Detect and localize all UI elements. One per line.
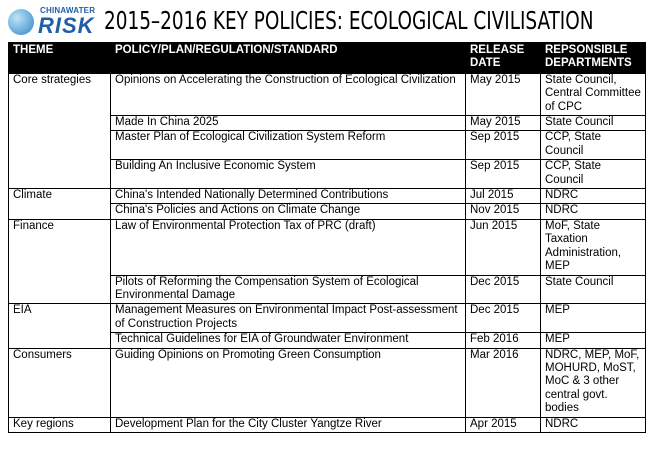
- date-cell: Sep 2015: [465, 159, 541, 190]
- table-row: Made In China 2025 May 2015 State Council: [9, 115, 646, 132]
- departments-cell: CCP, State Council: [540, 130, 646, 161]
- table-row: China's Policies and Actions on Climate …: [9, 203, 646, 220]
- policy-cell: Law of Environmental Protection Tax of P…: [110, 218, 466, 276]
- table-row: Key regions Development Plan for the City…: [8, 416, 646, 433]
- departments-cell: CCP, State Council: [540, 159, 646, 190]
- table-row: Finance Law of Environmental Protection T…: [8, 218, 646, 305]
- logo: CHINAWATER RISK: [6, 4, 102, 40]
- date-cell: Apr 2015: [465, 416, 541, 433]
- policy-table: THEME POLICY/PLAN/REGULATION/STANDARD RELE…: [8, 42, 646, 433]
- policy-cell: Technical Guidelines for EIA of Groundwa…: [110, 332, 466, 349]
- column-header: POLICY/PLAN/REGULATION/STANDARD: [110, 42, 466, 74]
- table-row: Core strategies Opinions on Accelerating …: [8, 72, 646, 190]
- theme-cell: EIA: [8, 303, 111, 349]
- policy-cell: Building An Inclusive Economic System: [110, 159, 466, 190]
- departments-cell: State Council, Central Committee of CPC: [540, 72, 646, 117]
- table-row: Technical Guidelines for EIA of Groundwa…: [9, 332, 646, 349]
- departments-cell: NDRC: [540, 416, 646, 433]
- table-row: EIA Management Measures on Environmental …: [8, 303, 646, 349]
- policy-cell: Pilots of Reforming the Compensation Sys…: [110, 274, 466, 305]
- date-cell: Jul 2015: [465, 188, 541, 205]
- policy-cell: China's Intended Nationally Determined C…: [110, 188, 466, 205]
- departments-cell: MEP: [540, 332, 646, 349]
- departments-cell: State Council: [540, 274, 646, 305]
- date-cell: May 2015: [465, 72, 541, 117]
- departments-cell: MEP: [540, 303, 646, 334]
- column-header: RELEASE DATE: [465, 42, 541, 74]
- departments-cell: NDRC: [540, 203, 646, 220]
- page-title: 2015–2016 KEY POLICIES: ECOLOGICAL CIVIL…: [104, 6, 594, 35]
- departments-cell: MoF, State Taxation Administration, MEP: [540, 218, 646, 276]
- date-cell: Jun 2015: [465, 218, 541, 276]
- date-cell: Mar 2016: [465, 347, 541, 418]
- table-row: Consumers Guiding Opinions on Promoting G…: [8, 347, 646, 418]
- logo-top: CHINAWATER: [40, 6, 96, 15]
- table-row: Climate China's Intended Nationally Deter…: [8, 188, 646, 220]
- column-header: REPSONSIBLE DEPARTMENTS: [540, 42, 646, 74]
- theme-cell: Consumers: [8, 347, 111, 418]
- theme-cell: Finance: [8, 218, 111, 305]
- departments-cell: NDRC: [540, 188, 646, 205]
- policy-cell: Guiding Opinions on Promoting Green Cons…: [110, 347, 466, 418]
- table-body: Core strategies Opinions on Accelerating …: [8, 72, 646, 433]
- date-cell: Sep 2015: [465, 130, 541, 161]
- policy-cell: Development Plan for the City Cluster Ya…: [110, 416, 466, 433]
- date-cell: May 2015: [465, 115, 541, 132]
- departments-cell: State Council: [540, 115, 646, 132]
- theme-cell: Core strategies: [8, 72, 111, 190]
- date-cell: Dec 2015: [465, 274, 541, 305]
- date-cell: Dec 2015: [465, 303, 541, 334]
- date-cell: Nov 2015: [465, 203, 541, 220]
- policy-cell: Made In China 2025: [110, 115, 466, 132]
- policy-cell: Management Measures on Environmental Imp…: [110, 303, 466, 334]
- policy-cell: China's Policies and Actions on Climate …: [110, 203, 466, 220]
- table-row: Master Plan of Ecological Civilization S…: [9, 130, 646, 161]
- departments-cell: NDRC, MEP, MoF, MOHURD, MoST, MoC & 3 ot…: [540, 347, 646, 418]
- policy-cell: Master Plan of Ecological Civilization S…: [110, 130, 466, 161]
- policy-cell: Opinions on Accelerating the Constructio…: [110, 72, 466, 117]
- column-header: THEME: [8, 42, 111, 74]
- logo-icon: [8, 9, 34, 35]
- theme-cell: Key regions: [8, 416, 111, 433]
- theme-cell: Climate: [8, 188, 111, 220]
- date-cell: Feb 2016: [465, 332, 541, 349]
- logo-main: RISK: [38, 13, 95, 38]
- header-row: THEME POLICY/PLAN/REGULATION/STANDARD RELE…: [8, 42, 646, 74]
- table-row: Pilots of Reforming the Compensation Sys…: [9, 274, 646, 305]
